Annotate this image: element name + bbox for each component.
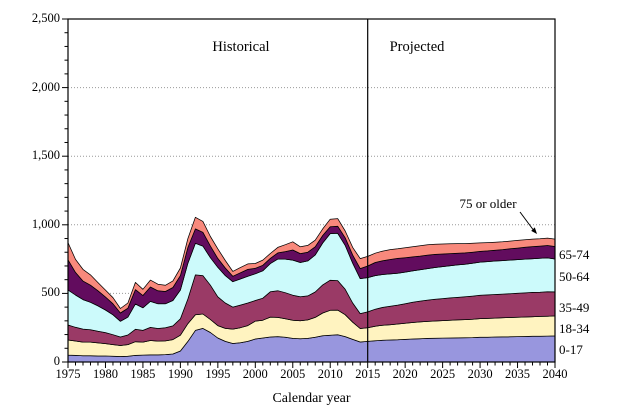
historical-zone-label: Historical: [212, 39, 270, 55]
projected-zone-label: Projected: [389, 39, 445, 55]
y-axis-tick-label: 1,500: [31, 148, 60, 163]
plot-border: [67, 18, 556, 363]
annotation-arrow-head: [531, 227, 537, 234]
annotation-75-or-older: 75 or older: [459, 196, 517, 211]
y-axis-tick-label: 2,500: [31, 11, 60, 25]
annotation-arrow-line: [519, 211, 534, 230]
y-axis-tick-label: 0: [53, 354, 60, 368]
band-label-18-34: 18-34: [559, 321, 590, 336]
band-label-0-17: 0-17: [559, 342, 583, 357]
x-axis-tick-label: 2020: [392, 367, 418, 381]
band-label-65-74: 65-74: [559, 247, 590, 262]
x-axis-tick-label: 2035: [505, 367, 531, 381]
x-axis-tick-label: 2015: [355, 367, 381, 381]
x-axis-tick-label: 2025: [430, 367, 456, 381]
x-axis-tick-label: 1985: [130, 367, 156, 381]
x-axis-tick-label: 1990: [167, 367, 193, 381]
x-axis-tick-label: 2010: [317, 367, 343, 381]
x-axis-tick-label: 2030: [467, 367, 493, 381]
x-axis-tick-label: 2005: [280, 367, 306, 381]
x-axis-title: Calendar year: [272, 391, 351, 406]
y-axis-tick-label: 500: [41, 285, 60, 300]
x-axis-tick-label: 1980: [92, 367, 118, 381]
x-axis-tick-label: 2040: [542, 367, 568, 381]
y-axis-tick-label: 1,000: [31, 216, 60, 231]
band-label-35-49: 35-49: [559, 300, 590, 315]
x-axis-tick-label: 1995: [205, 367, 231, 381]
x-axis-tick-label: 2000: [242, 367, 268, 381]
y-axis-tick-label: 2,000: [31, 79, 60, 94]
x-axis-tick-label: 1975: [55, 367, 81, 381]
band-label-50-64: 50-64: [559, 269, 590, 284]
